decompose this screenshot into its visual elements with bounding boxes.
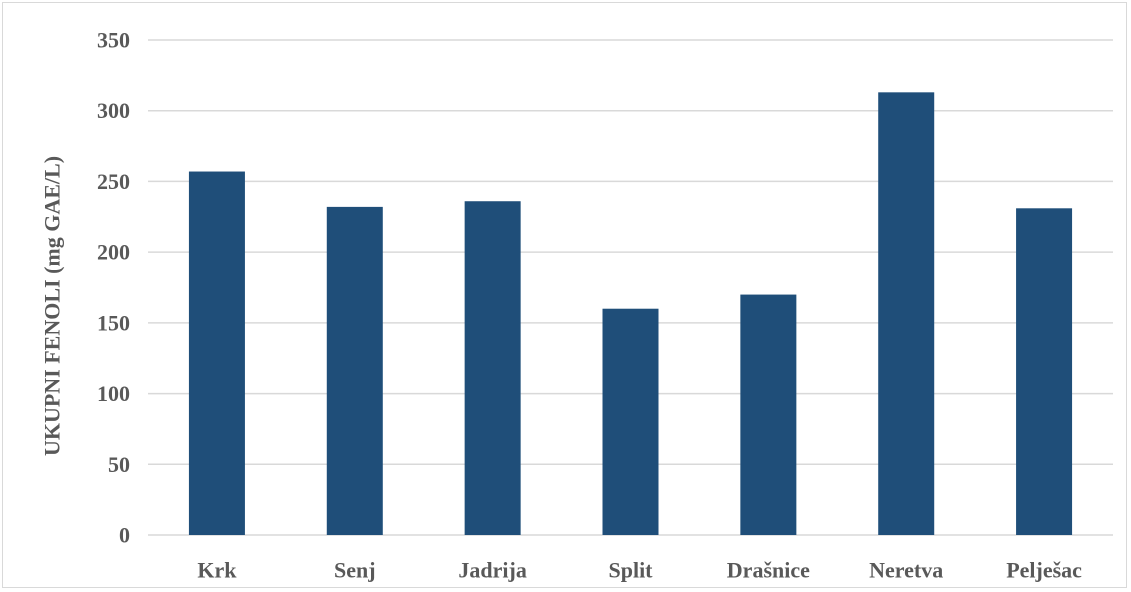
x-tick-label: Senj [334, 558, 376, 583]
bar-split [602, 308, 659, 535]
bar-pelješac [1016, 208, 1073, 536]
x-tick-label: Krk [197, 558, 237, 583]
bar-krk [188, 171, 245, 535]
x-tick-label: Neretva [869, 558, 943, 583]
bars [188, 92, 1073, 536]
y-axis-ticks: 0 50 100 150 200 250 300 350 [97, 28, 130, 548]
y-tick-label: 350 [97, 28, 130, 53]
y-tick-label: 200 [97, 240, 130, 265]
x-tick-label: Jadrija [458, 558, 526, 583]
y-axis-label: UKUPNI FENOLI (mg GAE/L) [40, 156, 65, 456]
bar-neretva [878, 92, 935, 535]
gridlines [148, 39, 1113, 536]
y-tick-label: 300 [97, 98, 130, 123]
y-tick-label: 250 [97, 169, 130, 194]
y-tick-label: 150 [97, 310, 130, 335]
y-tick-label: 0 [119, 523, 130, 548]
x-axis-ticks: Krk Senj Jadrija Split Drašnice Neretva Pelješ… [197, 558, 1082, 583]
bar-jadrija [464, 201, 521, 535]
x-tick-label: Split [608, 558, 653, 583]
bar-senj [326, 206, 383, 535]
bar-drašnice [740, 294, 797, 535]
x-tick-label: Drašnice [727, 558, 810, 583]
y-tick-label: 100 [97, 381, 130, 406]
y-tick-label: 50 [108, 452, 130, 477]
x-tick-label: Pelješac [1006, 558, 1082, 583]
